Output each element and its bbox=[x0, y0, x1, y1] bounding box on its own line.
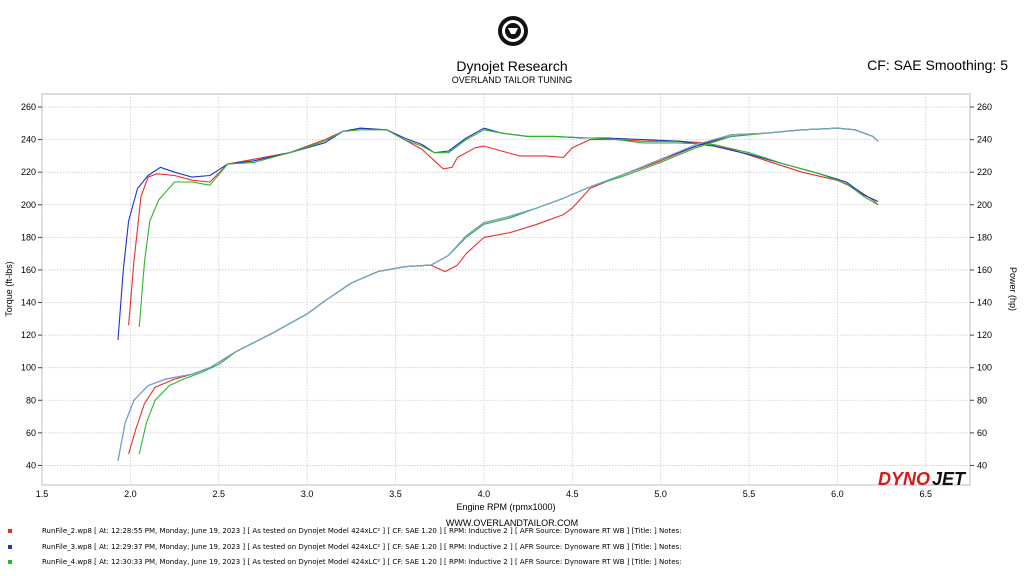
y-tick-label-left: 260 bbox=[21, 102, 36, 112]
x-tick-label: 1.5 bbox=[36, 489, 49, 499]
y-tick-label-right: 140 bbox=[977, 298, 992, 308]
y-tick-label-left: 140 bbox=[21, 298, 36, 308]
legend-item: RunFile_3.wp8 [ At: 12:29:37 PM, Monday,… bbox=[8, 543, 682, 551]
y-tick-label-right: 260 bbox=[977, 102, 992, 112]
y-tick-label-right: 120 bbox=[977, 330, 992, 340]
dynojet-brand-logo: DYNO JET bbox=[876, 467, 972, 489]
brand-logo-dyno: DYNO bbox=[878, 469, 930, 489]
y-tick-label-left: 80 bbox=[26, 395, 36, 405]
x-tick-label: 6.5 bbox=[920, 489, 933, 499]
plot-area bbox=[41, 93, 971, 486]
y-tick-label-left: 220 bbox=[21, 167, 36, 177]
y-tick-label-right: 180 bbox=[977, 232, 992, 242]
y-tick-label-right: 240 bbox=[977, 135, 992, 145]
y-tick-label-right: 60 bbox=[977, 428, 987, 438]
y-tick-label-right: 100 bbox=[977, 363, 992, 373]
y-tick-label-left: 40 bbox=[26, 460, 36, 470]
series-group bbox=[117, 127, 879, 461]
website-url: WWW.OVERLANDTAILOR.COM bbox=[445, 518, 579, 528]
y-tick-label-left: 120 bbox=[21, 330, 36, 340]
y-tick-label-right: 160 bbox=[977, 265, 992, 275]
dyno-chart: 1.5 2.0 2.5 3.0 3.5 4.0 4.5 5.0 5.5 6.0 6.5 40 40 60 6… bbox=[4, 93, 1018, 512]
legend-item: RunFile_2.wp8 [ At: 12:28:55 PM, Monday,… bbox=[8, 527, 682, 535]
legend-swatch bbox=[8, 545, 12, 549]
chart-title: Dynojet Research bbox=[456, 58, 568, 74]
legend-text: RunFile_4.wp8 [ At: 12:30:33 PM, Monday,… bbox=[42, 558, 682, 566]
y-tick-label-left: 100 bbox=[21, 363, 36, 373]
series-line-1 bbox=[117, 127, 879, 341]
y-tick-label-left: 240 bbox=[21, 135, 36, 145]
y-tick-label-left: 180 bbox=[21, 232, 36, 242]
legend-item: RunFile_4.wp8 [ At: 12:30:33 PM, Monday,… bbox=[8, 558, 682, 566]
x-tick-label: 6.0 bbox=[831, 489, 844, 499]
grid bbox=[41, 94, 970, 485]
dynojet-badge-logo bbox=[497, 15, 529, 47]
series-line-2 bbox=[138, 129, 879, 328]
y-axis-right-label: Power (hp) bbox=[1008, 267, 1018, 311]
y-tick-label-left: 200 bbox=[21, 200, 36, 210]
y-tick-label-left: 160 bbox=[21, 265, 36, 275]
legend-text: RunFile_2.wp8 [ At: 12:28:55 PM, Monday,… bbox=[42, 527, 682, 535]
x-tick-label: 3.5 bbox=[389, 489, 402, 499]
x-tick-label: 3.0 bbox=[301, 489, 314, 499]
x-tick-label: 4.5 bbox=[566, 489, 579, 499]
y-tick-label-right: 220 bbox=[977, 167, 992, 177]
x-tick-label: 5.0 bbox=[654, 489, 667, 499]
series-line-0 bbox=[128, 127, 879, 326]
series-line-6 bbox=[117, 127, 879, 461]
ticks: 1.5 2.0 2.5 3.0 3.5 4.0 4.5 5.0 5.5 6.0 6.5 40 40 60 6… bbox=[21, 102, 992, 499]
y-tick-label-right: 40 bbox=[977, 460, 987, 470]
y-tick-label-right: 80 bbox=[977, 395, 987, 405]
y-tick-label-right: 200 bbox=[977, 200, 992, 210]
x-tick-label: 2.0 bbox=[124, 489, 137, 499]
x-tick-label: 4.0 bbox=[478, 489, 491, 499]
x-tick-label: 2.5 bbox=[213, 489, 226, 499]
legend-text: RunFile_3.wp8 [ At: 12:29:37 PM, Monday,… bbox=[42, 543, 682, 551]
chart-subtitle: OVERLAND TAILOR TUNING bbox=[451, 75, 573, 85]
legend-swatch bbox=[8, 529, 12, 533]
legend-swatch bbox=[8, 560, 12, 564]
brand-logo-jet: JET bbox=[932, 469, 967, 489]
x-axis-label: Engine RPM (rpmx1000) bbox=[456, 502, 555, 512]
correction-settings: CF: SAE Smoothing: 5 bbox=[867, 57, 1008, 73]
x-tick-label: 5.5 bbox=[743, 489, 756, 499]
y-axis-left-label: Torque (ft-lbs) bbox=[4, 261, 14, 317]
y-tick-label-left: 60 bbox=[26, 428, 36, 438]
